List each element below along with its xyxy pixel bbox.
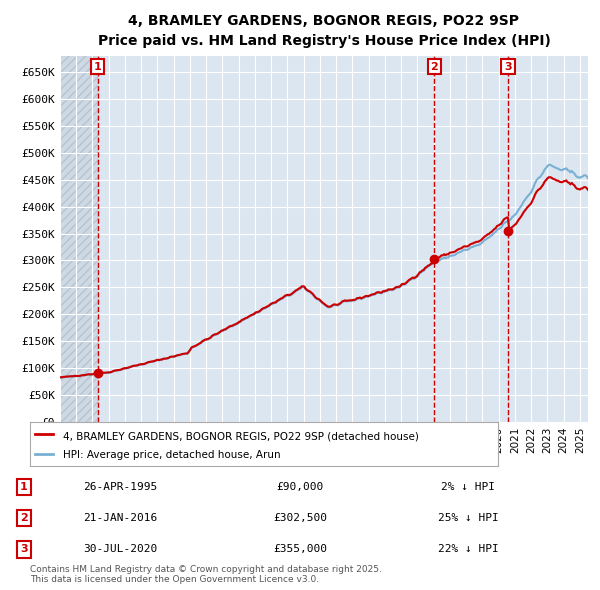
Text: 22% ↓ HPI: 22% ↓ HPI — [437, 544, 499, 554]
Text: 3: 3 — [504, 61, 512, 71]
Text: 2: 2 — [20, 513, 28, 523]
Text: 4, BRAMLEY GARDENS, BOGNOR REGIS, PO22 9SP (detached house): 4, BRAMLEY GARDENS, BOGNOR REGIS, PO22 9… — [63, 431, 419, 441]
Text: 26-APR-1995: 26-APR-1995 — [83, 482, 157, 492]
Text: 2% ↓ HPI: 2% ↓ HPI — [441, 482, 495, 492]
Title: 4, BRAMLEY GARDENS, BOGNOR REGIS, PO22 9SP
Price paid vs. HM Land Registry's Hou: 4, BRAMLEY GARDENS, BOGNOR REGIS, PO22 9… — [98, 14, 550, 48]
Text: HPI: Average price, detached house, Arun: HPI: Average price, detached house, Arun — [63, 450, 280, 460]
Text: 1: 1 — [94, 61, 101, 71]
Text: £90,000: £90,000 — [277, 482, 323, 492]
Text: £355,000: £355,000 — [273, 544, 327, 554]
Text: 1: 1 — [20, 482, 28, 492]
Text: £302,500: £302,500 — [273, 513, 327, 523]
Text: 2: 2 — [431, 61, 439, 71]
Text: 30-JUL-2020: 30-JUL-2020 — [83, 544, 157, 554]
Text: 21-JAN-2016: 21-JAN-2016 — [83, 513, 157, 523]
Text: 3: 3 — [20, 544, 28, 554]
Text: 25% ↓ HPI: 25% ↓ HPI — [437, 513, 499, 523]
Bar — [60, 56, 98, 422]
Text: Contains HM Land Registry data © Crown copyright and database right 2025.
This d: Contains HM Land Registry data © Crown c… — [30, 565, 382, 584]
